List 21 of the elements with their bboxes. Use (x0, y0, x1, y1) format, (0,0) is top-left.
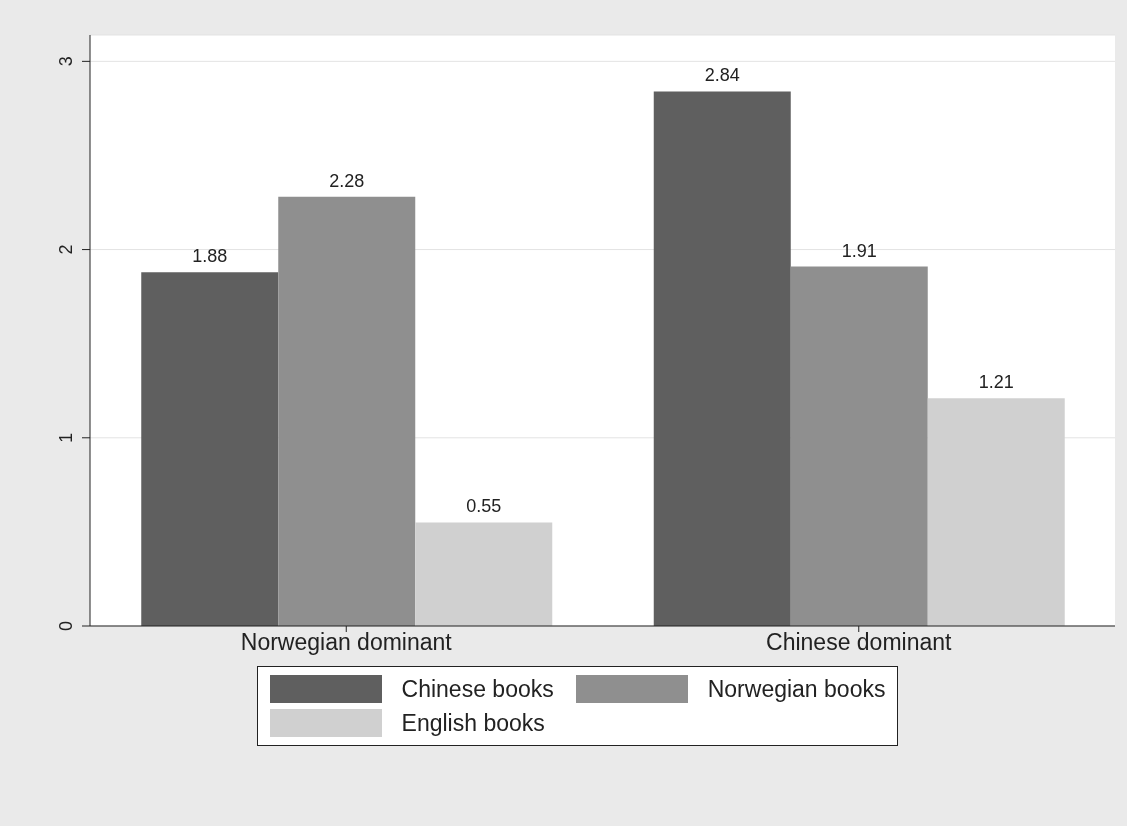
bar (927, 398, 1065, 626)
y-tick-label: 2 (56, 244, 76, 255)
data-label: 1.91 (841, 240, 877, 261)
data-label: 2.84 (704, 65, 740, 86)
data-label: 1.21 (978, 372, 1014, 393)
data-label: 0.55 (466, 496, 502, 517)
bar (141, 272, 279, 626)
legend-label: Chinese books (401, 675, 554, 703)
bar (790, 266, 928, 626)
bar (278, 196, 416, 626)
bar (653, 91, 791, 626)
x-tick-label: Norwegian dominant (240, 629, 453, 656)
legend-label: Norwegian books (707, 675, 886, 703)
y-tick-label: 3 (56, 56, 76, 67)
bar (415, 522, 553, 626)
y-tick-label: 0 (56, 620, 76, 632)
data-label: 2.28 (329, 170, 365, 191)
legend-label: English books (401, 709, 545, 737)
x-tick-label: Chinese dominant (766, 629, 953, 656)
y-tick-label: 1 (56, 432, 76, 443)
data-label: 1.88 (192, 246, 228, 267)
